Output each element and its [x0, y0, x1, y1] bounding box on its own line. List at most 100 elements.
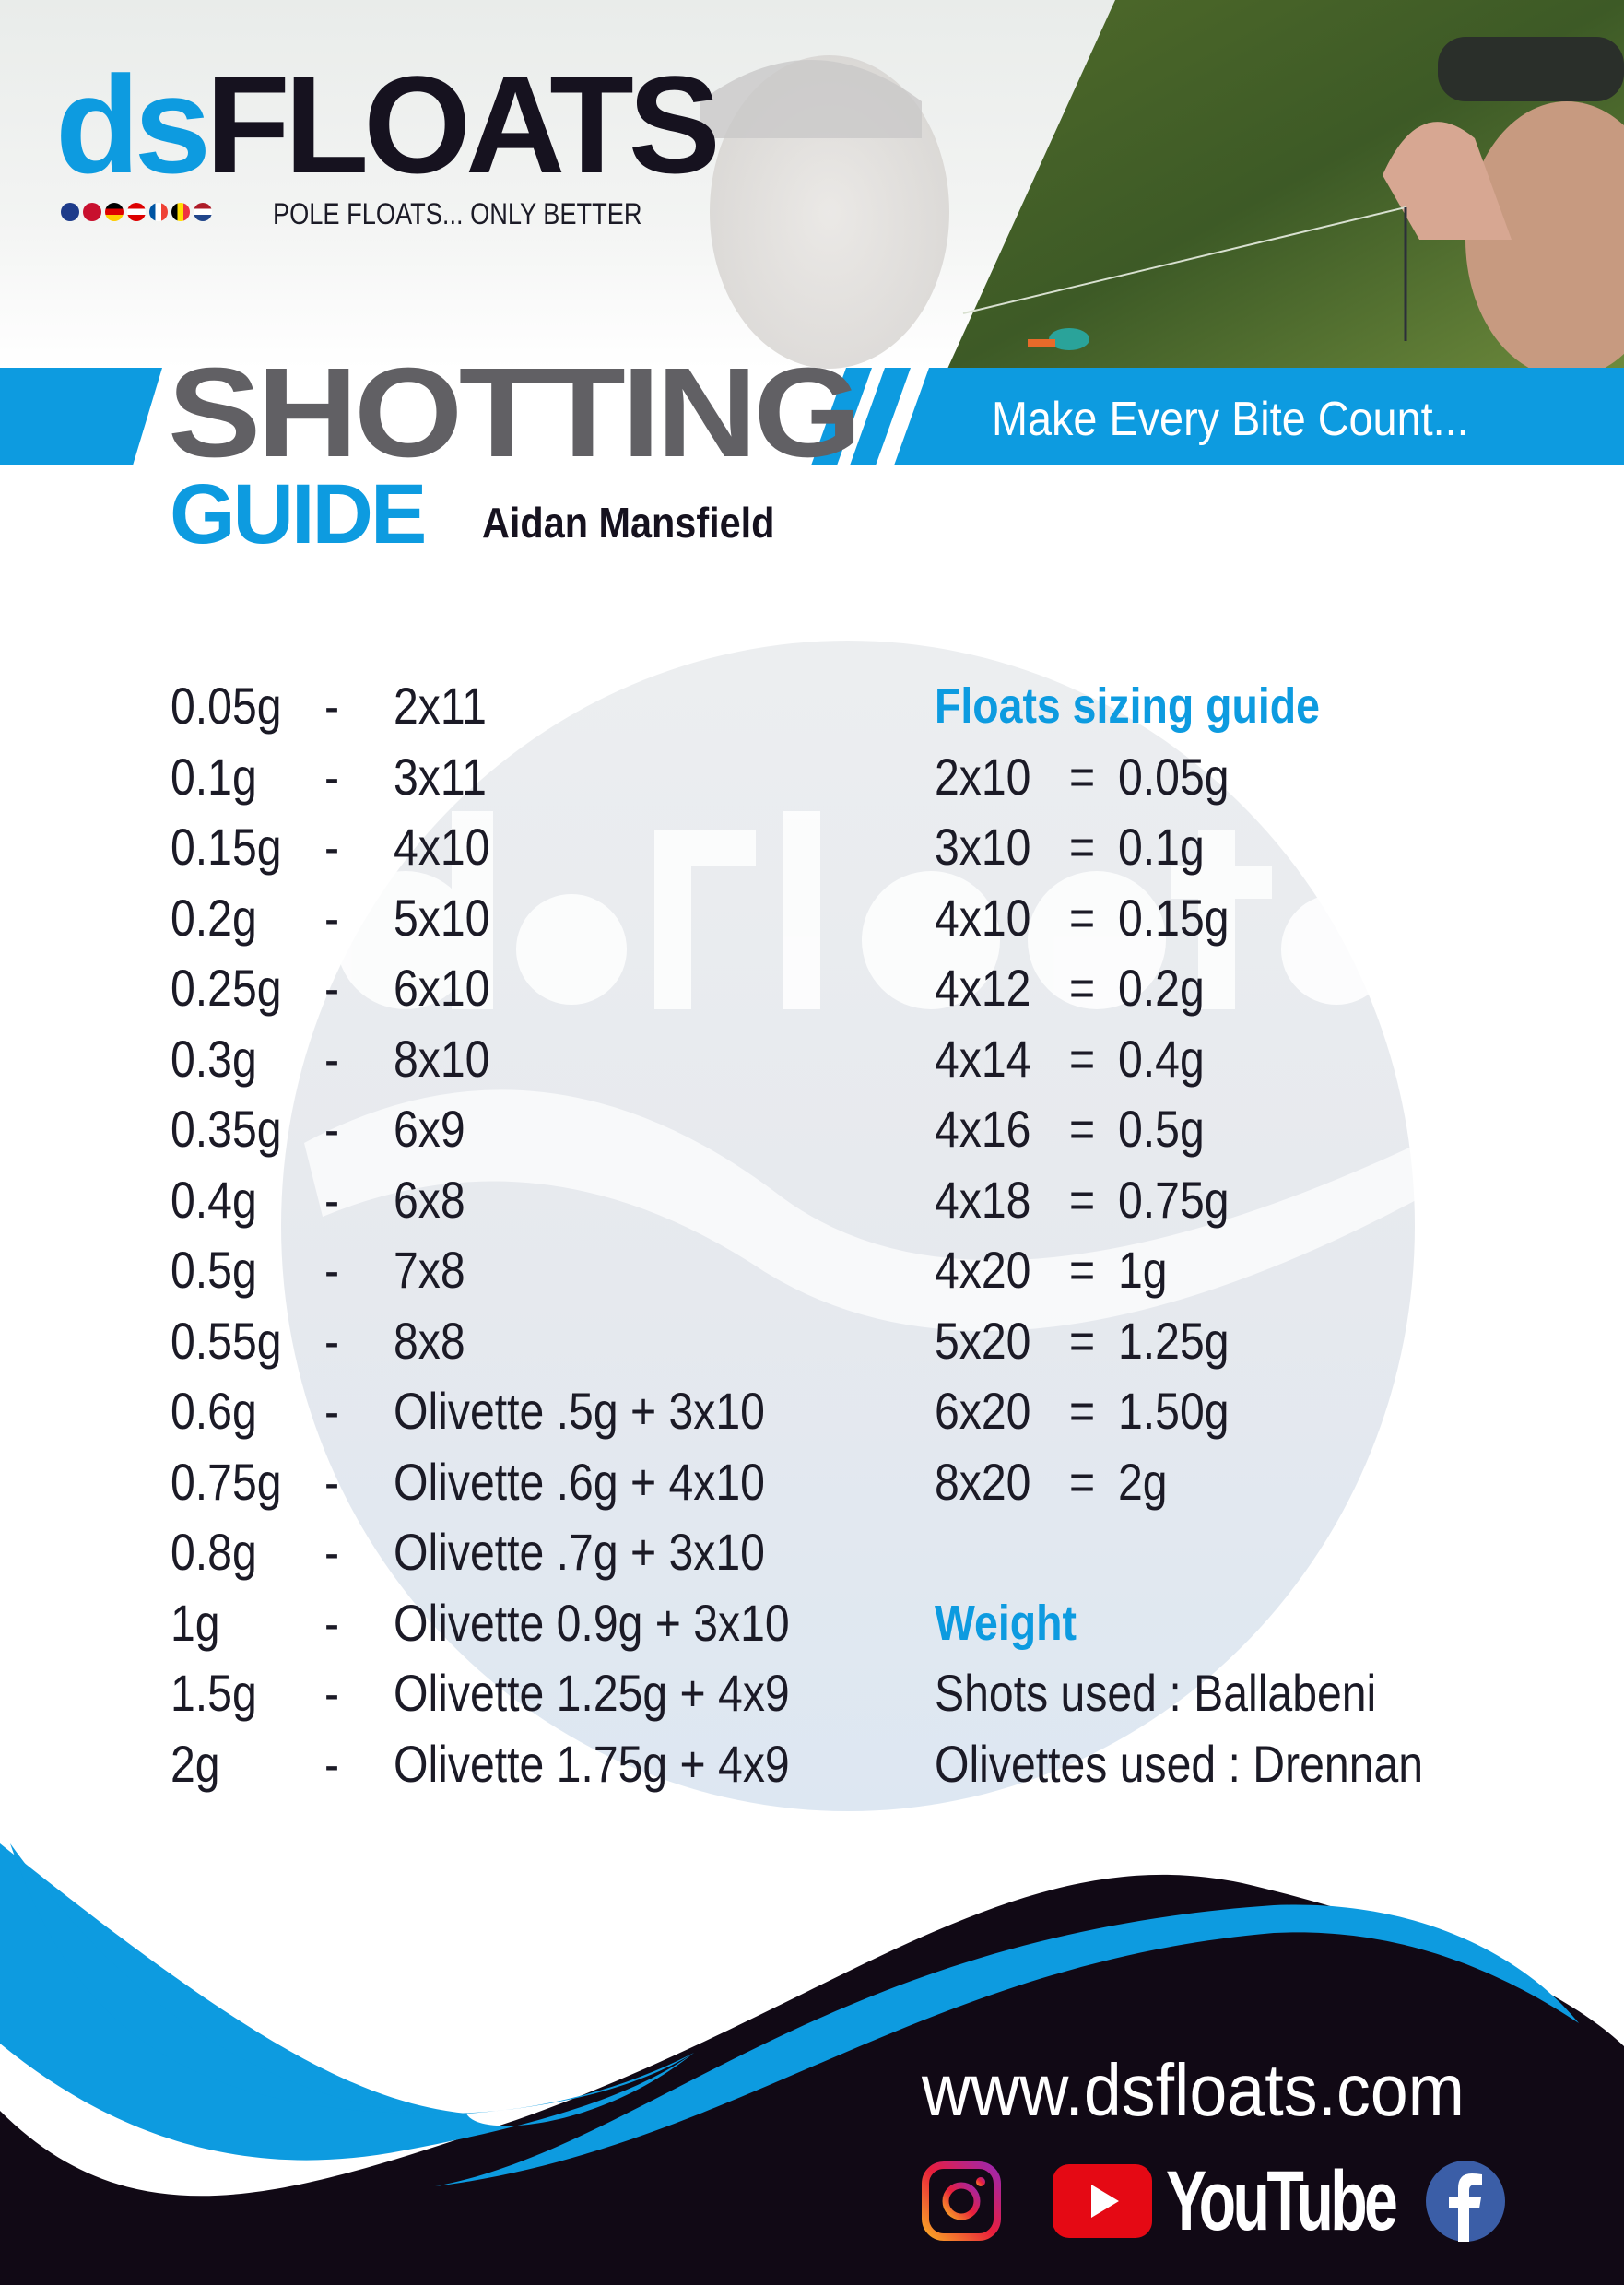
shotting-shot-cell: Olivette .6g + 4x10 — [394, 1452, 765, 1511]
float-size-cell: 8x20 — [935, 1452, 1031, 1511]
floats-guide-heading: Floats sizing guide — [935, 678, 1320, 734]
shotting-weight-cell: 1.5g — [171, 1664, 257, 1722]
float-weight-cell: 0.4g — [1118, 1029, 1205, 1088]
slogan: Make Every Bite Count... — [992, 393, 1469, 446]
shotting-sep-cell: - — [324, 1523, 340, 1581]
shotting-weight-cell: 0.2g — [171, 888, 257, 947]
float-equals-cell: = — [1069, 1029, 1096, 1088]
shotting-shot-cell: 7x8 — [394, 1241, 465, 1299]
float-equals-cell: = — [1069, 1382, 1096, 1440]
float-weight-cell: 0.75g — [1118, 1170, 1230, 1229]
logo: dsFLOATS — [55, 55, 721, 194]
de-flag-icon — [105, 203, 124, 221]
shotting-shot-cell: 2x11 — [394, 677, 487, 735]
shotting-sep-cell: - — [324, 747, 340, 806]
float-weight-cell: 0.1g — [1118, 818, 1205, 876]
at-flag-icon — [127, 203, 146, 221]
float-size-cell: 2x10 — [935, 747, 1031, 806]
float-equals-cell: = — [1069, 1452, 1096, 1511]
shotting-sep-cell: - — [324, 1734, 340, 1793]
float-equals-cell: = — [1069, 747, 1096, 806]
shots-used: Shots used : Ballabeni — [935, 1664, 1377, 1722]
shotting-shot-cell: 8x10 — [394, 1029, 490, 1088]
shotting-weight-cell: 0.05g — [171, 677, 282, 735]
shotting-sep-cell: - — [324, 1452, 340, 1511]
uk-flag-icon — [83, 203, 101, 221]
shotting-sep-cell: - — [324, 1241, 340, 1299]
float-equals-cell: = — [1069, 888, 1096, 947]
shotting-weight-cell: 0.35g — [171, 1100, 282, 1158]
float-size-cell: 4x20 — [935, 1241, 1031, 1299]
shotting-sep-cell: - — [324, 1029, 340, 1088]
float-weight-cell: 0.05g — [1118, 747, 1230, 806]
float-weight-cell: 2g — [1118, 1452, 1168, 1511]
shotting-shot-cell: 8x8 — [394, 1311, 465, 1370]
logo-ds: ds — [55, 47, 211, 202]
shotting-weight-cell: 0.5g — [171, 1241, 257, 1299]
float-weight-cell: 0.2g — [1118, 959, 1205, 1017]
shotting-weight-cell: 2g — [171, 1734, 220, 1793]
watermark-logo — [281, 641, 1419, 1811]
olivettes-used: Olivettes used : Drennan — [935, 1734, 1424, 1793]
eu-flag-icon — [61, 203, 79, 221]
website-link[interactable]: www.dsfloats.com — [922, 2049, 1465, 2131]
float-size-cell: 3x10 — [935, 818, 1031, 876]
shotting-shot-cell: 3x11 — [394, 747, 487, 806]
shotting-sep-cell: - — [324, 677, 340, 735]
float-weight-cell: 1.25g — [1118, 1311, 1230, 1370]
shotting-sep-cell: - — [324, 888, 340, 947]
shotting-sep-cell: - — [324, 818, 340, 876]
youtube-icon[interactable] — [1053, 2164, 1152, 2238]
shotting-sep-cell: - — [324, 959, 340, 1017]
shotting-weight-cell: 1g — [171, 1593, 220, 1652]
float-equals-cell: = — [1069, 818, 1096, 876]
shotting-sep-cell: - — [324, 1382, 340, 1440]
shotting-shot-cell: 5x10 — [394, 888, 490, 947]
shotting-shot-cell: Olivette .5g + 3x10 — [394, 1382, 765, 1440]
shotting-shot-cell: 6x9 — [394, 1100, 465, 1158]
instagram-icon[interactable] — [922, 2161, 1001, 2241]
youtube-label[interactable]: YouTube — [1166, 2154, 1398, 2248]
float-size-cell: 4x14 — [935, 1029, 1031, 1088]
shotting-shot-cell: Olivette 1.75g + 4x9 — [394, 1734, 790, 1793]
flags — [61, 203, 212, 221]
shotting-sep-cell: - — [324, 1311, 340, 1370]
float-size-cell: 5x20 — [935, 1311, 1031, 1370]
shotting-shot-cell: 4x10 — [394, 818, 490, 876]
watermark-shapes — [336, 811, 1392, 1009]
weight-heading: Weight — [935, 1595, 1077, 1651]
shotting-weight-cell: 0.15g — [171, 818, 282, 876]
float-size-cell: 4x12 — [935, 959, 1031, 1017]
float-equals-cell: = — [1069, 1311, 1096, 1370]
shotting-weight-cell: 0.75g — [171, 1452, 282, 1511]
shotting-sep-cell: - — [324, 1170, 340, 1229]
fr-flag-icon — [149, 203, 168, 221]
shotting-shot-cell: 6x10 — [394, 959, 490, 1017]
float-equals-cell: = — [1069, 1100, 1096, 1158]
float-size-cell: 4x18 — [935, 1170, 1031, 1229]
tagline: POLE FLOATS... ONLY BETTER — [273, 197, 642, 230]
title-band — [0, 368, 1624, 465]
shotting-shot-cell: 6x8 — [394, 1170, 465, 1229]
shotting-sep-cell: - — [324, 1100, 340, 1158]
facebook-icon[interactable] — [1426, 2161, 1505, 2242]
float-size-cell: 4x10 — [935, 888, 1031, 947]
shotting-weight-cell: 0.3g — [171, 1029, 257, 1088]
page-title: SHOTTING — [168, 342, 862, 484]
float-size-cell: 6x20 — [935, 1382, 1031, 1440]
float-size-cell: 4x16 — [935, 1100, 1031, 1158]
shotting-sep-cell: - — [324, 1664, 340, 1722]
shotting-sep-cell: - — [324, 1593, 340, 1652]
shotting-shot-cell: Olivette 1.25g + 4x9 — [394, 1664, 790, 1722]
shotting-shot-cell: Olivette .7g + 3x10 — [394, 1523, 765, 1581]
nl-flag-icon — [194, 203, 212, 221]
header-photo — [700, 0, 1624, 369]
page-subtitle: GUIDE — [170, 467, 427, 561]
shotting-weight-cell: 0.6g — [171, 1382, 257, 1440]
float-weight-cell: 0.5g — [1118, 1100, 1205, 1158]
shotting-weight-cell: 0.55g — [171, 1311, 282, 1370]
footer-wave — [0, 1843, 1624, 2285]
shotting-weight-cell: 0.1g — [171, 747, 257, 806]
float-equals-cell: = — [1069, 1241, 1096, 1299]
float-weight-cell: 1.50g — [1118, 1382, 1230, 1440]
